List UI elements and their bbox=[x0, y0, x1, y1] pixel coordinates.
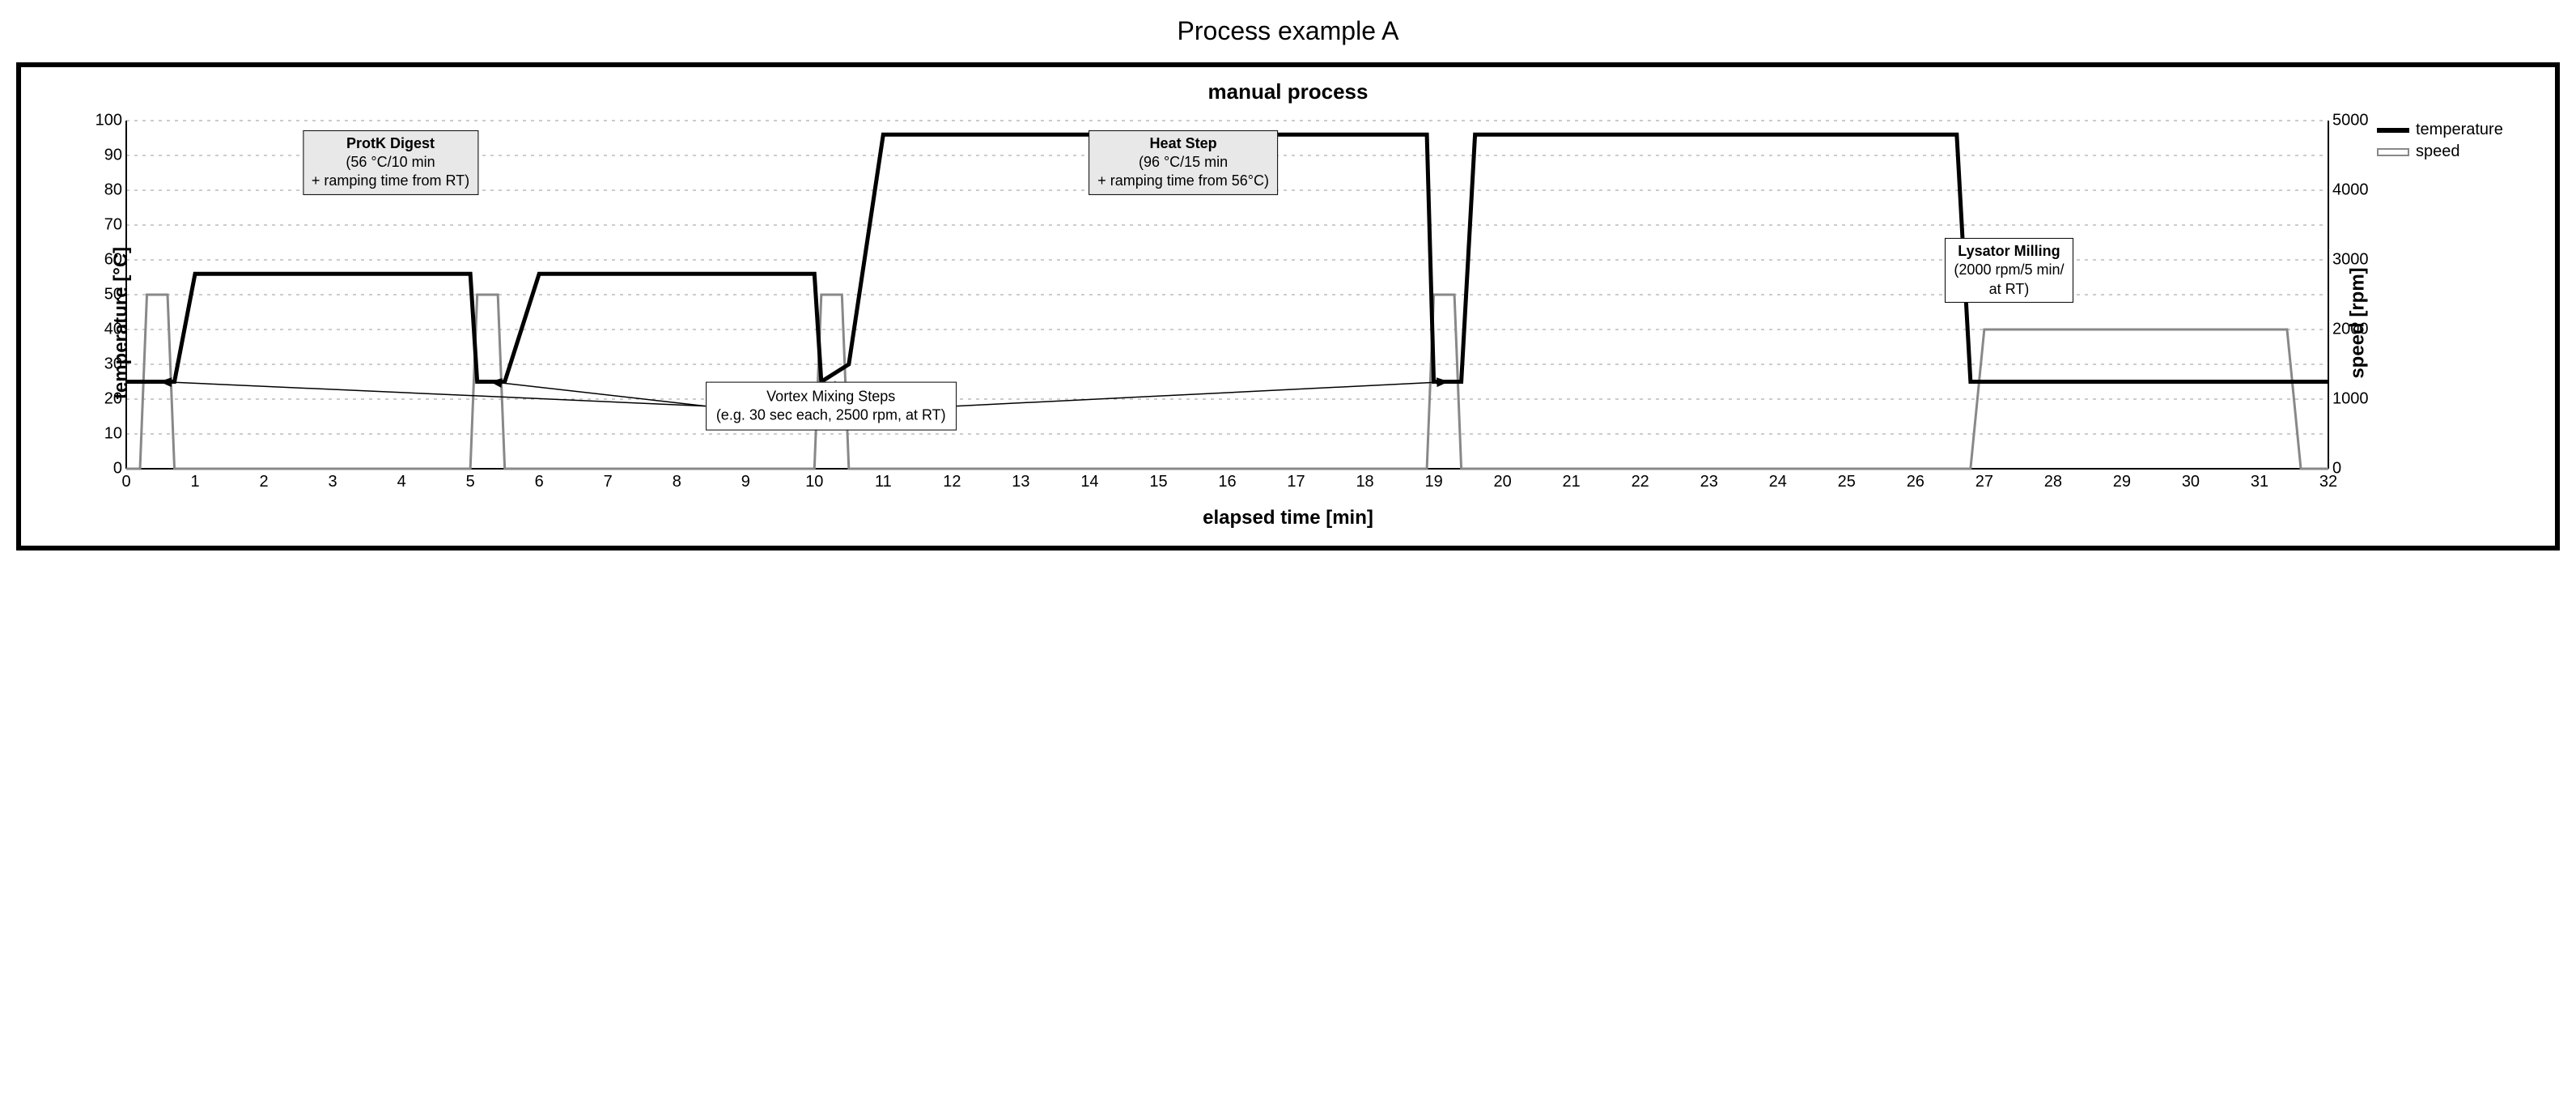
chart-title: manual process bbox=[37, 79, 2539, 104]
ytick-left: 60 bbox=[104, 251, 122, 270]
xtick: 32 bbox=[2319, 473, 2337, 491]
ytick-right: 4000 bbox=[2332, 181, 2369, 200]
plot-region: ProtK Digest(56 °C/10 min+ ramping time … bbox=[126, 121, 2328, 469]
legend-label: speed bbox=[2416, 142, 2460, 161]
ytick-right: 2000 bbox=[2332, 321, 2369, 339]
callout-arrow bbox=[491, 382, 706, 406]
xtick: 26 bbox=[1907, 473, 1925, 491]
chart-frame: manual process temperature [°C] speed [r… bbox=[16, 62, 2560, 550]
y-axis-right: 010002000300040005000 bbox=[2328, 121, 2369, 469]
ytick-left: 70 bbox=[104, 216, 122, 235]
ytick-left: 50 bbox=[104, 286, 122, 304]
xtick: 15 bbox=[1149, 473, 1167, 491]
xtick: 4 bbox=[397, 473, 406, 491]
xtick: 14 bbox=[1080, 473, 1098, 491]
xtick: 5 bbox=[466, 473, 475, 491]
xtick: 13 bbox=[1012, 473, 1029, 491]
callout-arrow bbox=[161, 382, 706, 406]
xtick: 17 bbox=[1287, 473, 1305, 491]
chart-area: temperature [°C] speed [rpm] 01020304050… bbox=[37, 113, 2539, 533]
xtick: 19 bbox=[1424, 473, 1442, 491]
xtick: 16 bbox=[1218, 473, 1236, 491]
y-axis-left: 0102030405060708090100 bbox=[86, 121, 126, 469]
xtick: 2 bbox=[260, 473, 269, 491]
ytick-right: 5000 bbox=[2332, 112, 2369, 130]
outer-title: Process example A bbox=[16, 16, 2560, 46]
xtick: 9 bbox=[741, 473, 750, 491]
ytick-right: 3000 bbox=[2332, 251, 2369, 270]
ytick-left: 0 bbox=[113, 460, 122, 478]
xtick: 27 bbox=[1975, 473, 1993, 491]
ytick-right: 1000 bbox=[2332, 390, 2369, 409]
annotation-heat: Heat Step(96 °C/15 min+ ramping time fro… bbox=[1089, 130, 1278, 195]
callout-arrow bbox=[957, 382, 1448, 406]
xtick: 12 bbox=[943, 473, 961, 491]
xtick: 0 bbox=[121, 473, 130, 491]
xtick: 24 bbox=[1769, 473, 1787, 491]
legend-swatch bbox=[2377, 128, 2409, 133]
ytick-left: 100 bbox=[95, 112, 122, 130]
x-axis: 0123456789101112131415161718192021222324… bbox=[126, 473, 2328, 497]
ytick-left: 90 bbox=[104, 147, 122, 165]
xtick: 6 bbox=[535, 473, 544, 491]
annotation-protk: ProtK Digest(56 °C/10 min+ ramping time … bbox=[303, 130, 478, 195]
xtick: 18 bbox=[1356, 473, 1373, 491]
xtick: 21 bbox=[1563, 473, 1581, 491]
legend-label: temperature bbox=[2416, 121, 2503, 139]
x-axis-label: elapsed time [min] bbox=[1203, 507, 1373, 529]
ytick-left: 10 bbox=[104, 425, 122, 444]
legend-item: temperature bbox=[2377, 121, 2539, 139]
legend-item: speed bbox=[2377, 142, 2539, 161]
xtick: 28 bbox=[2044, 473, 2062, 491]
xtick: 22 bbox=[1632, 473, 1649, 491]
xtick: 7 bbox=[604, 473, 613, 491]
callout-vortex: Vortex Mixing Steps(e.g. 30 sec each, 25… bbox=[706, 381, 957, 431]
xtick: 3 bbox=[329, 473, 337, 491]
legend: temperature speed bbox=[2377, 121, 2539, 164]
ytick-left: 20 bbox=[104, 390, 122, 409]
xtick: 25 bbox=[1838, 473, 1856, 491]
ytick-left: 80 bbox=[104, 181, 122, 200]
xtick: 11 bbox=[875, 473, 892, 491]
xtick: 20 bbox=[1494, 473, 1512, 491]
ytick-left: 30 bbox=[104, 355, 122, 374]
xtick: 1 bbox=[190, 473, 199, 491]
xtick: 10 bbox=[805, 473, 823, 491]
xtick: 29 bbox=[2113, 473, 2131, 491]
xtick: 30 bbox=[2182, 473, 2200, 491]
annotation-lysator: Lysator Milling(2000 rpm/5 min/at RT) bbox=[1945, 238, 2073, 303]
xtick: 8 bbox=[673, 473, 681, 491]
ytick-left: 40 bbox=[104, 321, 122, 339]
xtick: 31 bbox=[2251, 473, 2268, 491]
legend-swatch bbox=[2377, 148, 2409, 156]
xtick: 23 bbox=[1700, 473, 1718, 491]
